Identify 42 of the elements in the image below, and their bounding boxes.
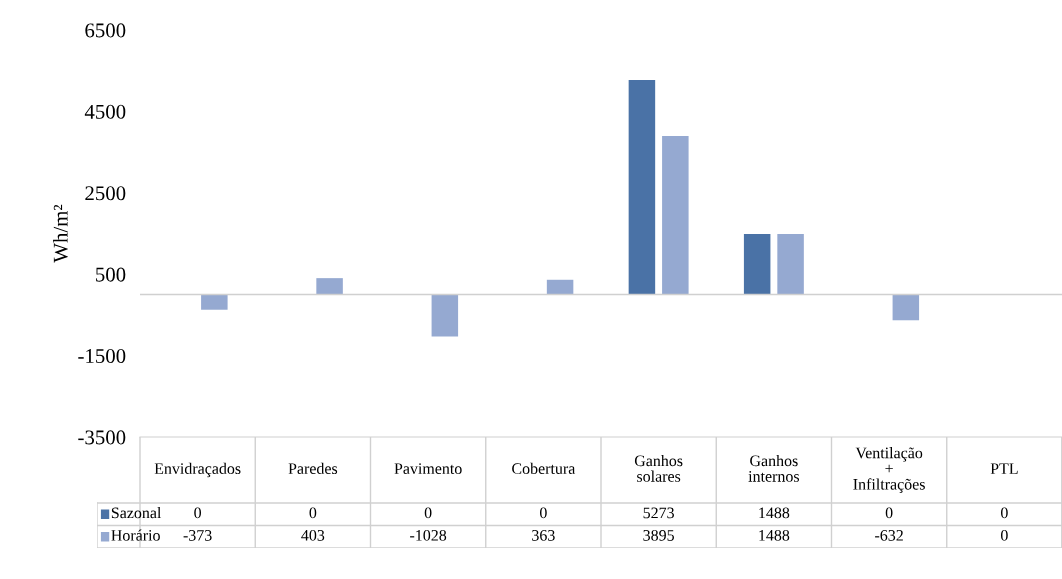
x-tick-label: PTL [990,463,1018,474]
data-label: 1488 [759,529,790,541]
y-tick-label: 500 [96,267,126,282]
data-label: -632 [875,530,903,541]
data-label: 0 [309,507,317,519]
bar [201,294,228,310]
x-tick-label: Ganhos internos [748,454,800,482]
data-label: 403 [301,529,325,541]
data-label: 5273 [643,507,674,519]
x-tick-label: Envidraçados [154,462,241,478]
bar [628,79,656,295]
y-tick-label: 6500 [85,23,126,38]
data-label: -373 [183,530,212,541]
y-tick-label: -3500 [78,430,126,445]
legend-label: Sazonal [111,507,162,519]
bar [892,294,920,321]
y-tick-label: 4500 [84,104,126,119]
bar [777,233,804,295]
bar [743,233,771,295]
y-axis-title: Wh/m² [53,204,68,263]
data-label: 0 [194,507,202,519]
x-tick-label: Ventilação + Infiltrações [853,447,925,493]
bar [431,294,459,337]
y-tick-label: -1500 [78,348,126,364]
x-tick-label: Ganhos solares [634,454,683,482]
bar [546,279,574,295]
x-tick-label: Cobertura [512,462,576,474]
legend-label: Horário [111,529,160,541]
y-tick-label: 2500 [85,186,126,201]
bar [662,136,689,295]
data-label: 0 [424,507,432,519]
data-label: 0 [1000,507,1008,519]
data-label: 0 [539,507,547,519]
data-label: 1488 [759,507,790,519]
bar [316,278,343,295]
data-label: 363 [532,530,555,541]
data-label: 0 [1000,529,1008,541]
x-tick-label: Pavimento [394,463,462,474]
data-label: 0 [885,507,893,519]
data-label: -1028 [410,529,447,541]
x-tick-label: Paredes [288,462,338,474]
data-label: 3895 [643,529,674,541]
